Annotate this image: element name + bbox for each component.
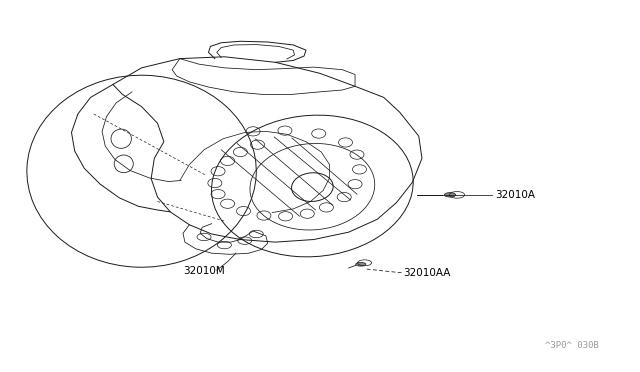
Text: 32010AA: 32010AA [403, 268, 450, 278]
Text: 32010A: 32010A [495, 190, 535, 200]
Text: 32010M: 32010M [183, 266, 225, 276]
Ellipse shape [356, 262, 366, 266]
Text: ^3P0^ 030B: ^3P0^ 030B [545, 341, 598, 350]
Ellipse shape [444, 193, 456, 197]
